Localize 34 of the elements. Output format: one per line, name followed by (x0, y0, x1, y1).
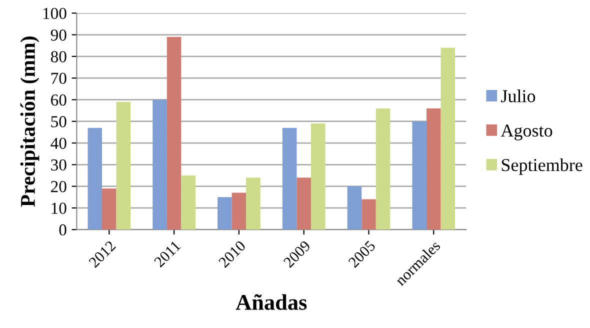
y-tick-label: 10 (52, 202, 66, 214)
bar (88, 128, 102, 230)
bar (218, 197, 232, 230)
bar (116, 102, 131, 230)
y-tick-label: 40 (50, 138, 66, 149)
y-axis-title: Precipitación (mm) (20, 36, 40, 207)
bar (347, 186, 362, 230)
bar (412, 121, 427, 230)
bar (376, 108, 390, 230)
y-tick-label: 20 (51, 181, 66, 192)
bar (282, 128, 297, 230)
y-tick-label: 100 (43, 8, 66, 20)
x-axis-title: Añadas (236, 294, 307, 310)
bar (181, 175, 196, 230)
y-tick-label: 30 (51, 159, 66, 171)
y-tick-label: 60 (51, 94, 66, 106)
y-tick-label: 0 (59, 224, 66, 236)
legend-label: Septiembre (502, 158, 582, 175)
legend-label: Julio (501, 90, 536, 102)
bar (246, 178, 260, 230)
bar (310, 124, 326, 230)
bar (440, 48, 456, 230)
bar (426, 108, 441, 230)
y-tick-label: 70 (51, 72, 66, 84)
bar (166, 36, 182, 230)
bar (362, 199, 376, 230)
y-tick-label: 80 (50, 51, 66, 62)
bar (102, 188, 116, 230)
bar (232, 192, 246, 230)
legend-label: Agosto (500, 124, 552, 140)
y-tick-label: 50 (51, 116, 66, 128)
y-tick-label: 90 (50, 29, 66, 41)
bar (296, 178, 311, 230)
bar (152, 100, 167, 230)
